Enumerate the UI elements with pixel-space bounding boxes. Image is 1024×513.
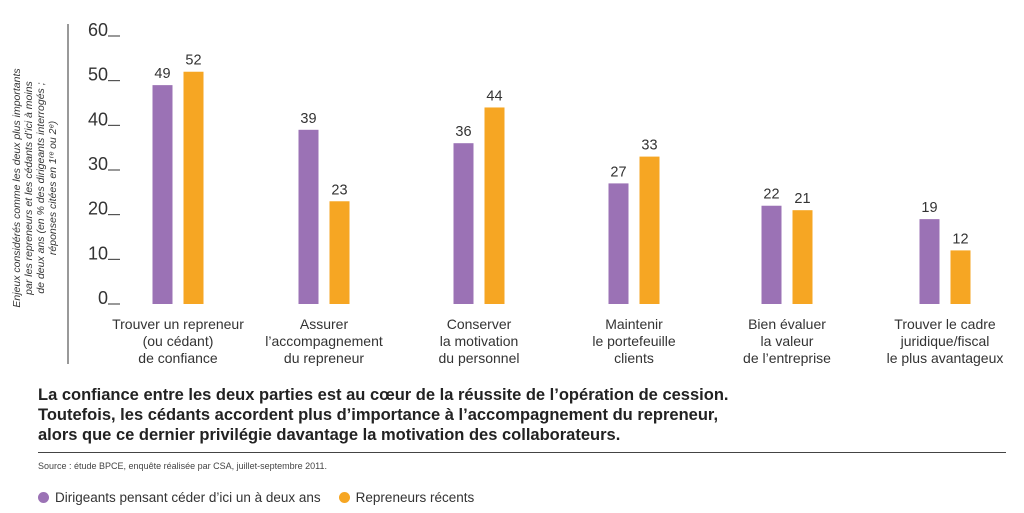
x-tick-label: Trouver un repreneur (ou cédant) de confia… — [112, 316, 244, 366]
y-tick-label: 0 — [98, 288, 108, 308]
bar — [329, 201, 350, 304]
data-label: 49 — [154, 66, 170, 82]
y-tick-label: 50 — [88, 65, 108, 85]
data-label: 27 — [610, 164, 626, 180]
chart-legend: Dirigeants pensant céder d’ici un à deux… — [38, 490, 492, 505]
bar — [183, 71, 204, 304]
legend-swatch-purple — [38, 492, 49, 503]
data-label: 44 — [486, 88, 502, 104]
data-label: 12 — [952, 231, 968, 247]
legend-item-dirigeants: Dirigeants pensant céder d’ici un à deux… — [38, 490, 321, 505]
bar — [298, 129, 319, 304]
bar — [761, 205, 782, 304]
chart-caption: La confiance entre les deux parties est … — [38, 385, 1013, 445]
y-tick-label: 40 — [88, 109, 108, 129]
x-tick-label: Maintenir le portefeuille clients — [592, 316, 675, 366]
y-axis-label-wrap: Enjeux considérés comme les deux plus im… — [2, 18, 68, 358]
bar — [484, 107, 505, 304]
x-tick-label: Assurer l’accompagnement du repreneur — [265, 316, 383, 366]
data-label: 22 — [763, 187, 779, 203]
data-label: 36 — [455, 124, 471, 140]
caption-divider — [38, 452, 1006, 453]
data-label: 52 — [185, 53, 201, 69]
bar-chart: 60 50 40 30 20 10 0 49 39 36 27 22 19 52 23 44 33 21 12 Tro… — [67, 20, 1004, 366]
bar — [792, 210, 813, 304]
bar — [453, 143, 474, 304]
y-tick-label: 60 — [88, 20, 108, 40]
data-label: 33 — [641, 138, 657, 154]
data-label: 21 — [794, 191, 810, 207]
data-label: 23 — [331, 182, 347, 198]
y-axis-label-line: réponses citées en 1ʳᵉ ou 2ᵉ) — [47, 120, 59, 256]
data-label: 39 — [300, 111, 316, 127]
y-tick-label: 20 — [88, 199, 108, 219]
bar — [639, 156, 660, 304]
y-axis-label: Enjeux considérés comme les deux plus im… — [11, 23, 59, 353]
caption-line: La confiance entre les deux parties est … — [38, 386, 729, 404]
y-tick-label: 30 — [88, 154, 108, 174]
y-axis-label-line: Enjeux considérés comme les deux plus im… — [11, 68, 23, 308]
x-tick-label: Trouver le cadre juridique/fiscal le plus … — [887, 316, 1004, 366]
bar — [608, 183, 629, 304]
bar — [152, 85, 173, 304]
caption-line: Toutefois, les cédants accordent plus d’… — [38, 406, 719, 424]
legend-item-repreneurs: Repreneurs récents — [338, 490, 475, 505]
legend-label: Repreneurs récents — [355, 490, 475, 505]
bar — [950, 250, 971, 304]
data-label: 19 — [921, 200, 937, 216]
x-tick-label: Conserver la motivation du personnel — [439, 316, 520, 366]
caption-line: alors que ce dernier privilégie davantag… — [38, 426, 621, 444]
legend-label: Dirigeants pensant céder d’ici un à deux… — [55, 490, 321, 505]
y-axis-label-line: par les repreneurs et les cédants d’ici … — [23, 81, 35, 295]
x-tick-label: Bien évaluer la valeur de l’entreprise — [743, 316, 831, 366]
y-axis-label-line: de deux ans (en % des dirigeants interro… — [35, 82, 47, 294]
bar — [919, 219, 940, 304]
legend-swatch-orange — [338, 492, 350, 503]
y-tick-label: 10 — [88, 243, 108, 263]
source-note: Source : étude BPCE, enquête réalisée pa… — [38, 461, 327, 471]
